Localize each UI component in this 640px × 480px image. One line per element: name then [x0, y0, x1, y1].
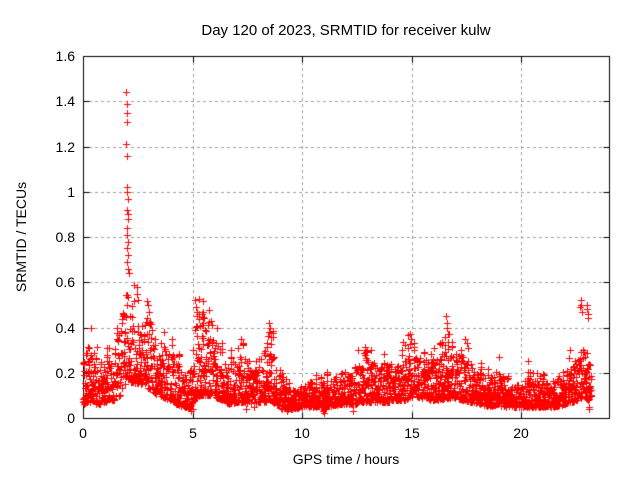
- y-tick-label: 0.8: [55, 229, 75, 245]
- x-axis-label: GPS time / hours: [292, 451, 400, 467]
- x-tick-label: 15: [404, 425, 420, 441]
- x-tick-label: 0: [79, 425, 87, 441]
- y-tick-label: 1.4: [55, 93, 75, 109]
- y-tick-label: 0.6: [55, 274, 75, 290]
- y-tick-label: 0: [67, 410, 75, 426]
- y-tick-label: 0.2: [55, 365, 75, 381]
- y-tick-label: 0.4: [55, 320, 75, 336]
- chart-title: Day 120 of 2023, SRMTID for receiver kul…: [201, 22, 491, 39]
- x-tick-label: 5: [189, 425, 197, 441]
- y-axis-label: SRMTID / TECUs: [13, 181, 29, 293]
- y-tick-label: 1.2: [55, 139, 75, 155]
- y-tick-label: 1.6: [55, 48, 75, 64]
- x-tick-label: 20: [513, 425, 529, 441]
- x-tick-label: 10: [294, 425, 310, 441]
- y-tick-label: 1: [67, 184, 75, 200]
